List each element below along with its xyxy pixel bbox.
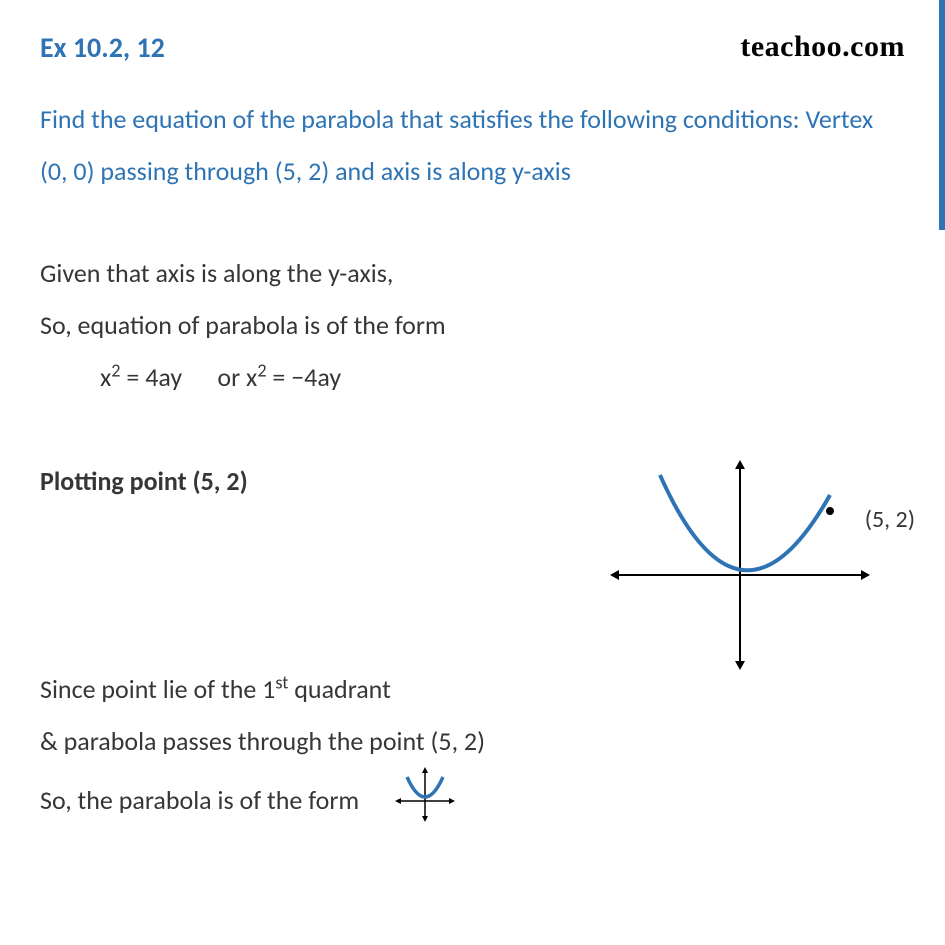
accent-bar — [939, 0, 945, 230]
line-axis: Given that axis is along the y-axis, — [40, 247, 905, 299]
eq-4ay1: = 4ay — [120, 361, 182, 393]
equation-forms: x2 = 4ay or x2 = −4ay — [100, 351, 905, 403]
eq-neg4ay: = −4ay — [267, 361, 342, 393]
brand-logo: teachoo.com — [740, 30, 905, 64]
quad-text: Since point lie of the 1 — [40, 673, 275, 705]
parabola-graph-svg — [605, 455, 885, 675]
quad-text2: quadrant — [288, 673, 390, 705]
point-marker — [826, 507, 834, 515]
eq-sup2: 2 — [257, 359, 266, 381]
line-form2: So, the parabola is of the form — [40, 767, 905, 839]
small-parabola-icon — [395, 767, 455, 839]
form-text: So, the parabola is of the form — [40, 784, 359, 816]
point-label: (5, 2) — [865, 505, 915, 534]
main-graph: (5, 2) — [605, 455, 905, 675]
header: Ex 10.2, 12 teachoo.com — [40, 30, 905, 65]
exercise-number: Ex 10.2, 12 — [40, 30, 165, 65]
line-form: So, equation of parabola is of the form — [40, 299, 905, 351]
line-passes: & parabola passes through the point (5, … — [40, 715, 905, 767]
eq-or: or x — [217, 361, 257, 393]
eq-x1: x — [100, 361, 111, 393]
quad-st: st — [275, 671, 288, 693]
question-text: Find the equation of the parabola that s… — [40, 93, 905, 197]
